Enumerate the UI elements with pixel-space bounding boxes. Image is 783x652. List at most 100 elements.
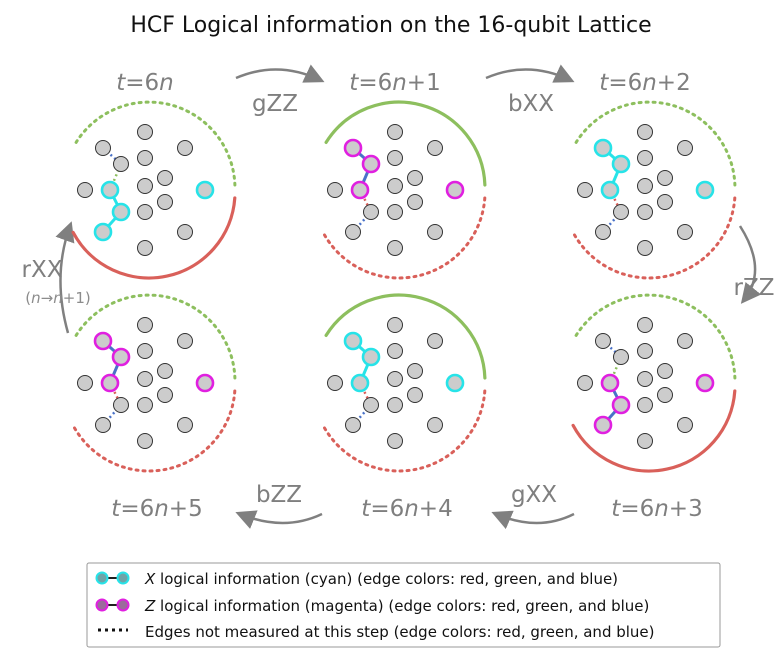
qubit <box>137 397 153 413</box>
qubit <box>177 140 193 156</box>
logical-qubit <box>361 347 381 367</box>
logical-qubit <box>600 180 620 200</box>
qubit <box>637 343 653 359</box>
qubit <box>137 317 153 333</box>
t-var: t <box>611 496 621 522</box>
legend-x-symbol <box>95 571 130 585</box>
n-var: n <box>642 70 657 96</box>
eq-six: =6 <box>120 496 154 522</box>
red-boundary-edge <box>321 389 487 473</box>
arrow-rxx <box>55 221 75 334</box>
qubit <box>363 204 379 220</box>
qubit <box>137 240 153 256</box>
qubit <box>157 387 173 403</box>
arrow-rzz <box>738 225 762 304</box>
green-boundary-edge <box>74 100 237 187</box>
logical-qubit <box>445 373 465 393</box>
qubit <box>407 363 423 379</box>
red-boundary-edge <box>71 389 237 473</box>
qubit <box>157 170 173 186</box>
qubit <box>407 194 423 210</box>
legend-z-text: Z logical information (magenta) (edge co… <box>144 597 649 615</box>
op-bzz: bZZ <box>256 482 302 508</box>
qubit <box>657 363 673 379</box>
qubit <box>345 417 361 433</box>
qubit <box>95 417 111 433</box>
lattice-panel-t4 <box>321 293 487 473</box>
arrow-glyph: → <box>41 289 54 307</box>
qubit <box>113 156 129 172</box>
qubit <box>637 317 653 333</box>
qubit <box>637 371 653 387</box>
red-boundary-edge <box>571 196 737 280</box>
red-boundary-edge <box>321 196 487 280</box>
logical-qubit <box>100 180 120 200</box>
green-boundary-edge <box>324 100 487 187</box>
green-boundary-edge <box>324 293 487 380</box>
logical-qubit <box>593 138 613 158</box>
qubit <box>427 417 443 433</box>
logical-qubit <box>350 180 370 200</box>
green-boundary-edge <box>574 293 737 380</box>
qubit <box>577 375 593 391</box>
logical-qubit <box>93 222 113 242</box>
qubit <box>95 140 111 156</box>
qubit <box>177 417 193 433</box>
paren-open: ( <box>25 289 31 307</box>
qubit <box>595 333 611 349</box>
green-boundary-edge <box>74 293 237 380</box>
qubit <box>137 150 153 166</box>
qubit <box>387 240 403 256</box>
qubit <box>113 397 129 413</box>
offset: +3 <box>669 496 703 522</box>
panel-label-t5: t=6n+5 <box>111 496 202 522</box>
op-bxx: bXX <box>508 91 554 117</box>
op-rxx: rXX <box>22 257 63 283</box>
qubit <box>657 387 673 403</box>
t-var: t <box>116 70 126 96</box>
logical-qubit <box>111 347 131 367</box>
qubit <box>637 124 653 140</box>
qubit <box>77 375 93 391</box>
qubit <box>427 224 443 240</box>
n-var: n <box>53 289 63 307</box>
legend-dots-text: Edges not measured at this step (edge co… <box>145 623 655 641</box>
diagram-title: HCF Logical information on the 16-qubit … <box>130 13 651 38</box>
z-desc: logical information (magenta) (edge colo… <box>155 597 649 615</box>
qubit <box>637 204 653 220</box>
logical-qubit <box>343 331 363 351</box>
panel-label-t4: t=6n+4 <box>361 496 452 522</box>
arrow-bxx <box>485 64 575 83</box>
eq-six: =6 <box>125 70 159 96</box>
logical-qubit <box>600 373 620 393</box>
lattice-panel-t1 <box>321 100 487 280</box>
qubit <box>157 363 173 379</box>
lattice-panel-t3 <box>571 293 737 473</box>
arrow-bzz <box>235 510 323 529</box>
qubit <box>387 204 403 220</box>
offset: +5 <box>169 496 203 522</box>
qubit <box>637 150 653 166</box>
qubit <box>327 182 343 198</box>
qubit <box>677 140 693 156</box>
qubit <box>637 178 653 194</box>
z-letter: Z <box>144 597 156 615</box>
red-boundary-edge <box>571 389 737 473</box>
n-var: n <box>392 70 407 96</box>
qubit <box>677 224 693 240</box>
logical-qubit <box>195 373 215 393</box>
arrow-gzz <box>235 64 325 83</box>
panel-label-t1: t=6n+1 <box>349 70 440 96</box>
lattice-panel-t0 <box>71 100 237 280</box>
qubit <box>137 433 153 449</box>
logical-qubit <box>195 180 215 200</box>
qubit <box>407 387 423 403</box>
qubit <box>427 140 443 156</box>
logical-qubit <box>695 180 715 200</box>
eq-six: =6 <box>370 496 404 522</box>
n-var: n <box>404 496 419 522</box>
t-var: t <box>361 496 371 522</box>
qubit <box>637 397 653 413</box>
plus-one: +1) <box>63 289 91 307</box>
